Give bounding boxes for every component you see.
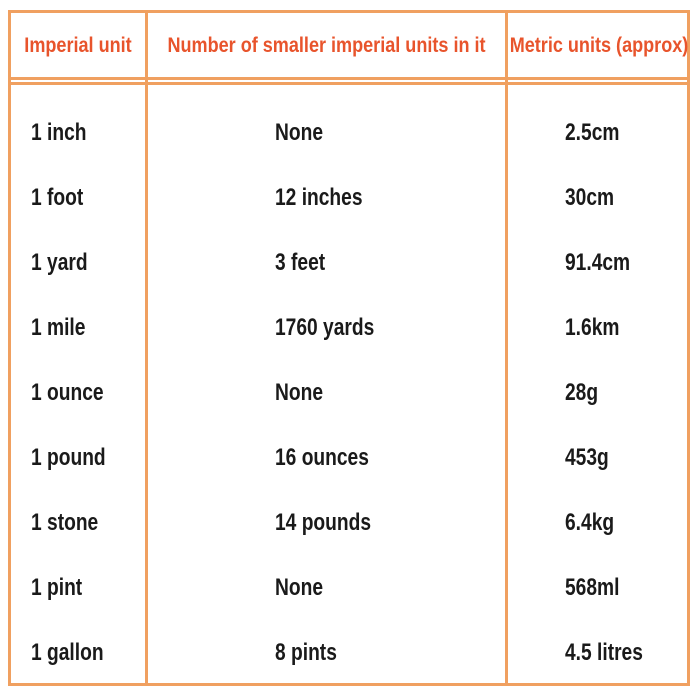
units-table: Imperial unit Number of smaller imperial… — [8, 10, 690, 686]
metric-units-cell: 1.6km — [565, 314, 620, 341]
imperial-unit-cell: 1 ounce — [31, 379, 104, 406]
header-divider-inner — [11, 82, 687, 85]
table-row: 1 stone 14 pounds 6.4kg — [11, 490, 687, 555]
column-divider-1 — [145, 13, 148, 683]
table-row: 1 gallon 8 pints 4.5 litres — [11, 620, 687, 685]
metric-units-cell: 91.4cm — [565, 249, 631, 276]
header-imperial-unit: Imperial unit — [24, 34, 132, 57]
header-divider — [11, 77, 687, 80]
smaller-units-cell: None — [275, 119, 323, 146]
smaller-units-cell: None — [275, 574, 323, 601]
metric-units-cell: 6.4kg — [565, 509, 615, 536]
metric-units-cell: 4.5 litres — [565, 639, 643, 666]
table-row: 1 inch None 2.5cm — [11, 100, 687, 165]
metric-units-cell: 30cm — [565, 184, 615, 211]
header-metric-units: Metric units (approx) — [509, 34, 689, 57]
metric-units-cell: 28g — [565, 379, 599, 406]
table-row: 1 pound 16 ounces 453g — [11, 425, 687, 490]
metric-units-cell: 568ml — [565, 574, 620, 601]
smaller-units-cell: 14 pounds — [275, 509, 372, 536]
smaller-units-cell: None — [275, 379, 323, 406]
imperial-unit-cell: 1 mile — [31, 314, 86, 341]
table-row: 1 yard 3 feet 91.4cm — [11, 230, 687, 295]
imperial-unit-cell: 1 inch — [31, 119, 87, 146]
smaller-units-cell: 8 pints — [275, 639, 337, 666]
imperial-unit-cell: 1 yard — [31, 249, 88, 276]
header-smaller-units: Number of smaller imperial units in it — [167, 34, 486, 57]
metric-units-cell: 453g — [565, 444, 609, 471]
imperial-unit-cell: 1 foot — [31, 184, 84, 211]
smaller-units-cell: 1760 yards — [275, 314, 375, 341]
table-row: 1 mile 1760 yards 1.6km — [11, 295, 687, 360]
metric-units-cell: 2.5cm — [565, 119, 620, 146]
imperial-unit-cell: 1 stone — [31, 509, 99, 536]
smaller-units-cell: 3 feet — [275, 249, 326, 276]
table-row: 1 ounce None 28g — [11, 360, 687, 425]
imperial-unit-cell: 1 pound — [31, 444, 106, 471]
smaller-units-cell: 12 inches — [275, 184, 363, 211]
smaller-units-cell: 16 ounces — [275, 444, 369, 471]
imperial-unit-cell: 1 gallon — [31, 639, 104, 666]
column-divider-2 — [505, 13, 508, 683]
imperial-unit-cell: 1 pint — [31, 574, 83, 601]
table-row: 1 pint None 568ml — [11, 555, 687, 620]
table-row: 1 foot 12 inches 30cm — [11, 165, 687, 230]
